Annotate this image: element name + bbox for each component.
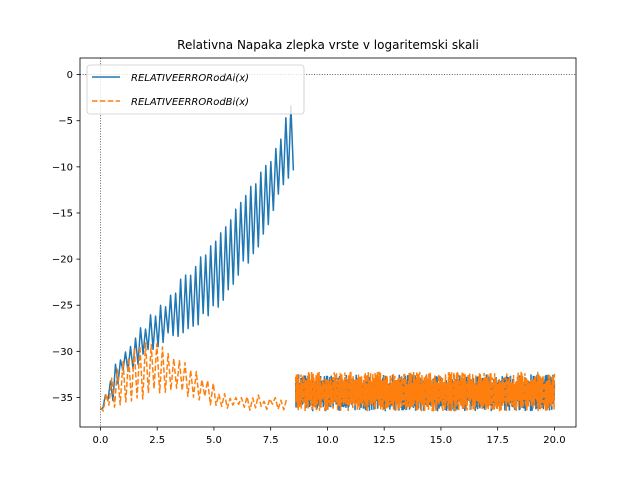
x-tick-label: 2.5 (149, 435, 165, 446)
series-bi-line (99, 342, 288, 412)
x-tick-label: 5.0 (206, 435, 222, 446)
x-tick-label: 12.5 (373, 435, 395, 446)
legend-label-ai: RELATIVEERRORodAi(x) (131, 73, 249, 84)
y-tick-label: −35 (52, 393, 73, 404)
plot-area (80, 58, 576, 427)
plot-content (80, 58, 576, 427)
y-tick-label: 0 (67, 70, 73, 81)
y-tick-label: −20 (52, 255, 73, 266)
y-tick-label: −30 (52, 347, 73, 358)
series-ai-line (100, 105, 295, 411)
chart-title: Relativna Napaka zlepka vrste v logarite… (177, 38, 479, 52)
x-tick-label: 7.5 (263, 435, 279, 446)
x-tick-label: 10.0 (316, 435, 338, 446)
x-tick-label: 15.0 (430, 435, 452, 446)
y-tick-label: −10 (52, 162, 73, 173)
legend-box (86, 64, 305, 115)
x-tick-label: 0.0 (92, 435, 108, 446)
series-bi-line-segment2 (294, 371, 556, 412)
x-tick-label: 20.0 (543, 435, 565, 446)
axes-frame (79, 57, 577, 428)
x-tick-label: 17.5 (487, 435, 509, 446)
y-tick-label: −5 (58, 116, 73, 127)
legend: RELATIVEERRORodAi(x) RELATIVEERRORodBi(x) (86, 64, 305, 115)
axes: 0.0 2.5 5.0 7.5 10.0 12.5 15.0 17.5 20.0 0 −5 −10 −1… (52, 57, 577, 446)
y-tick-label: −25 (52, 301, 73, 312)
legend-label-bi: RELATIVEERRORodBi(x) (131, 97, 249, 108)
y-tick-label: −15 (52, 208, 73, 219)
